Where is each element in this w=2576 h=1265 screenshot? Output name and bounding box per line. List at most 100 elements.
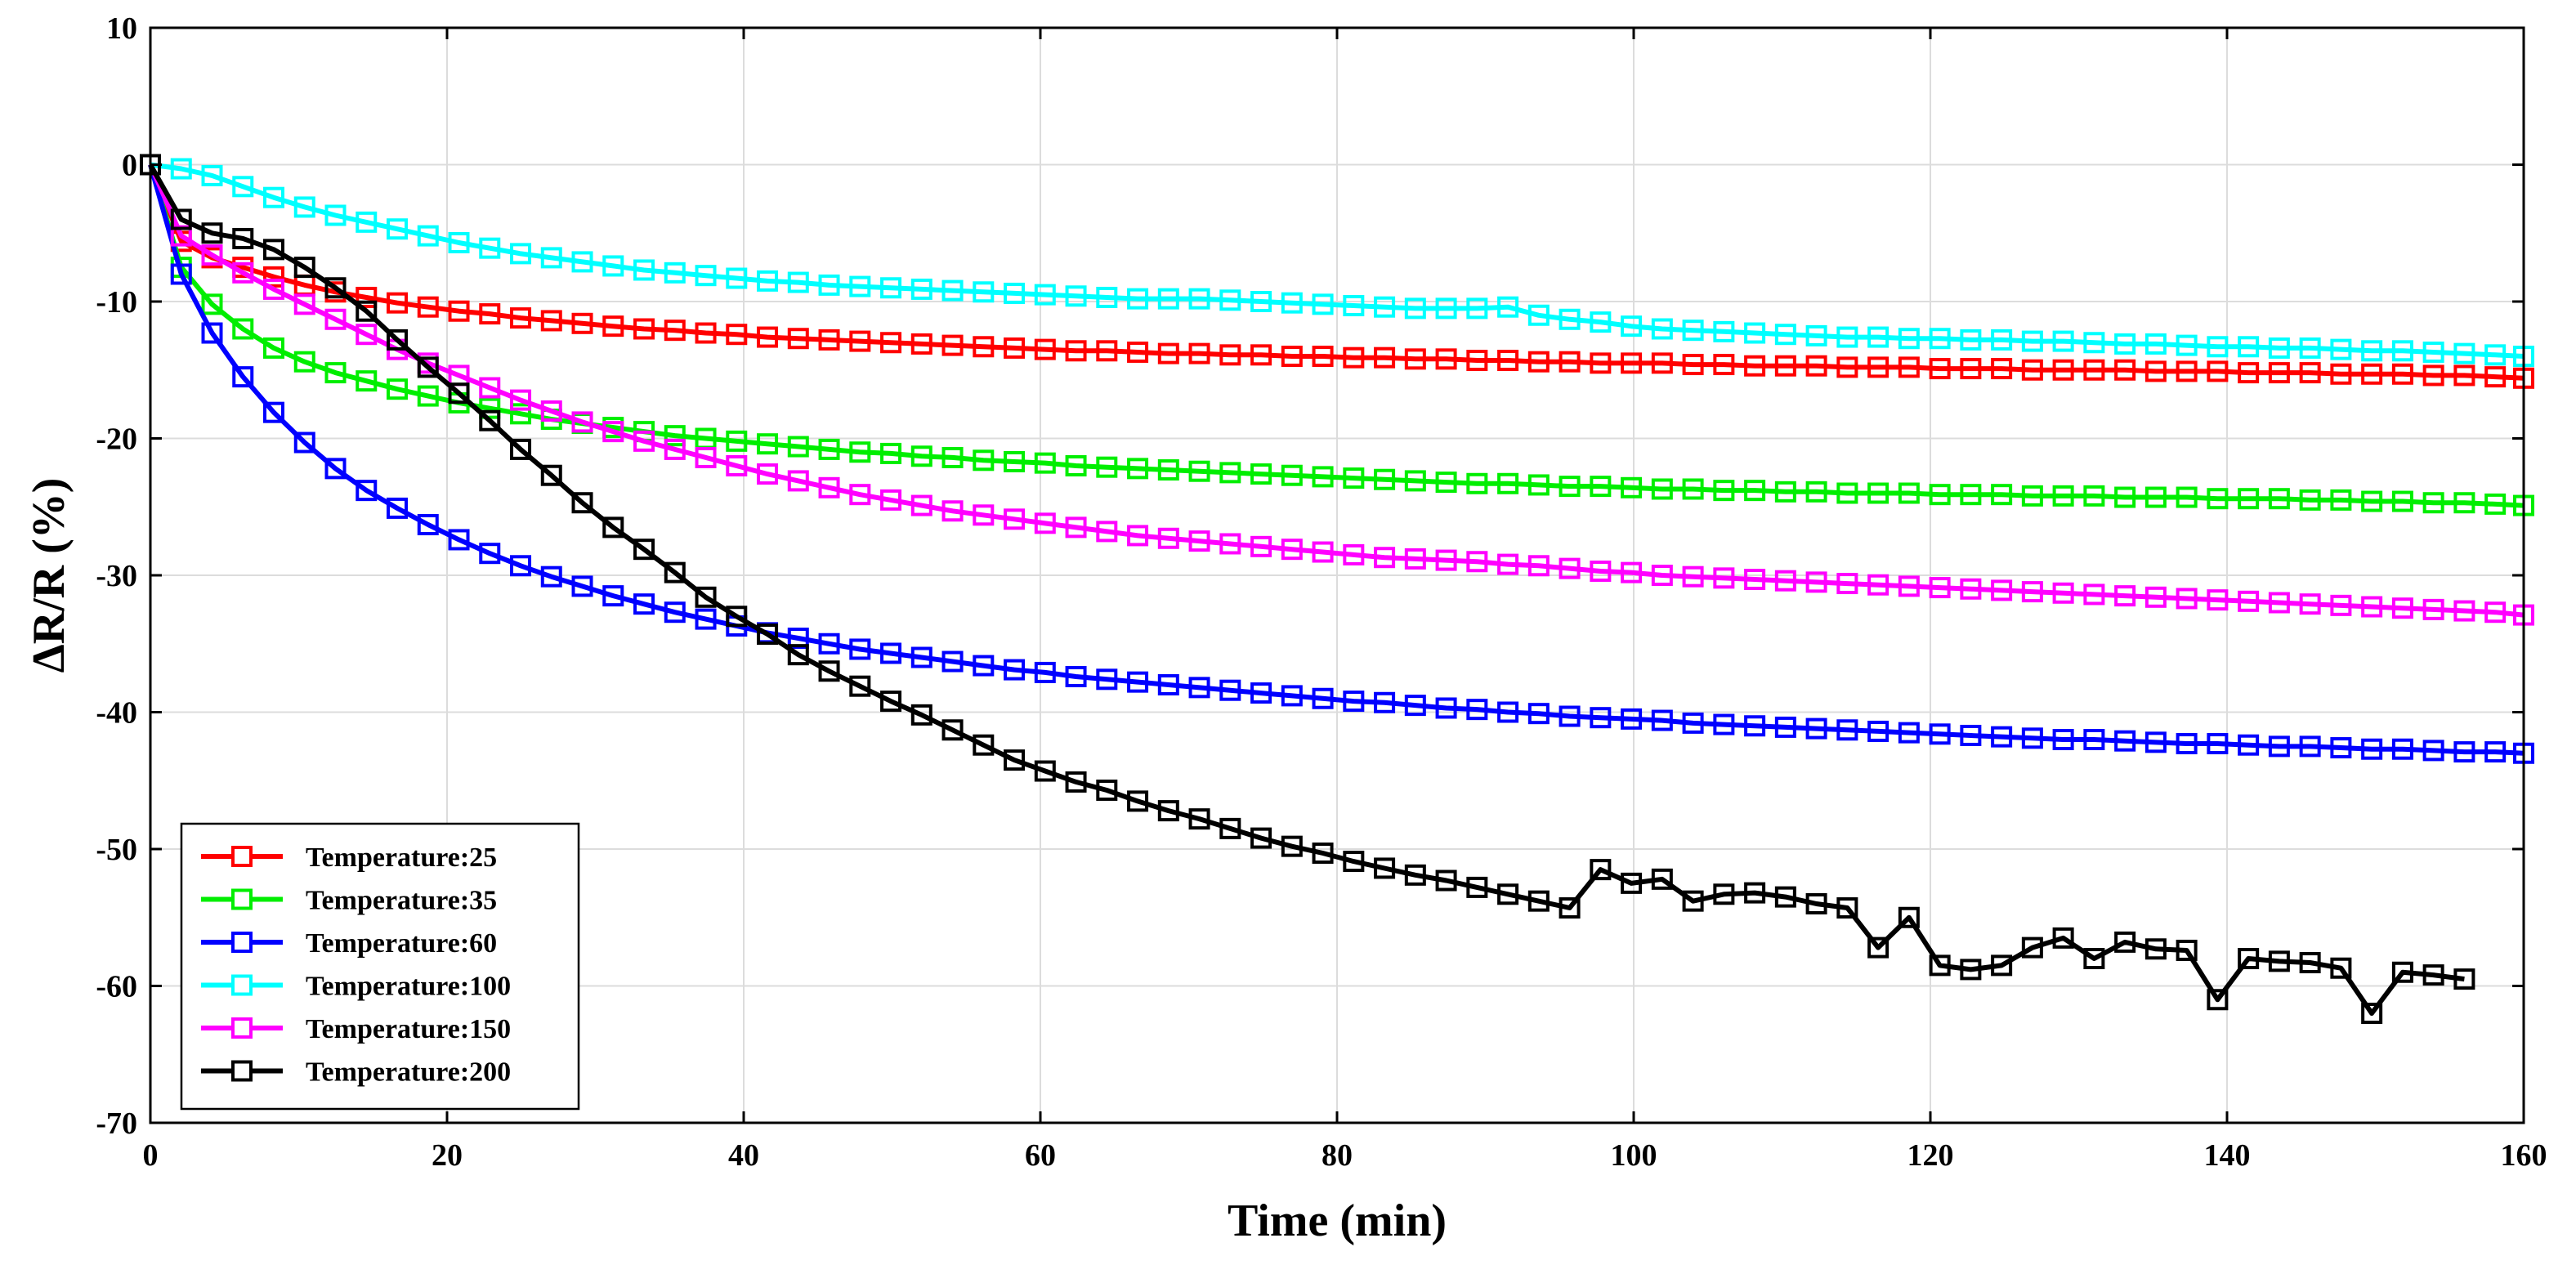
data-point: [1651, 709, 1673, 731]
data-point: [2238, 488, 2260, 510]
series-line: [148, 163, 2465, 1016]
data-point: [2052, 359, 2074, 381]
data-point: [510, 438, 532, 460]
data-point: [1435, 348, 1457, 370]
data-point: [2207, 360, 2229, 382]
data-point: [1157, 459, 1179, 481]
data-point: [1374, 296, 1396, 318]
data-point: [1250, 827, 1272, 849]
legend-entry: Temperature:150: [201, 1014, 511, 1044]
data-point: [1774, 716, 1796, 738]
data-point: [1250, 291, 1272, 312]
data-point: [293, 293, 315, 315]
data-point: [602, 255, 624, 277]
data-point: [2021, 581, 2043, 603]
data-point: [2361, 363, 2383, 385]
data-point: [448, 529, 470, 551]
data-point: [910, 445, 932, 467]
data-point: [2361, 340, 2383, 362]
data-point: [1744, 355, 1766, 377]
data-point: [880, 642, 902, 664]
data-point: [232, 366, 254, 388]
data-point: [510, 243, 532, 265]
data-point: [1744, 569, 1766, 591]
data-point: [1127, 288, 1149, 310]
data-point: [1898, 482, 1920, 504]
data-point: [726, 267, 748, 289]
data-point: [1559, 705, 1581, 727]
legend-label: Temperature:25: [306, 843, 497, 873]
data-point: [910, 704, 932, 726]
data-point: [1836, 573, 1858, 595]
data-point: [2144, 938, 2167, 960]
series-5: [140, 154, 2475, 1024]
data-point: [757, 326, 779, 348]
data-point: [1034, 760, 1056, 782]
data-point: [1960, 578, 1982, 600]
data-point: [1281, 346, 1303, 367]
data-point: [1682, 354, 1704, 376]
data-point: [1960, 358, 1982, 380]
data-point: [2176, 360, 2198, 382]
data-point: [510, 307, 532, 329]
data-point: [2114, 333, 2136, 355]
data-point: [757, 463, 779, 485]
data-point: [695, 265, 717, 287]
legend-entry: Temperature:100: [201, 972, 511, 1002]
data-point: [1621, 872, 1643, 894]
data-point: [232, 176, 254, 198]
data-point: [818, 329, 840, 351]
data-point: [2391, 597, 2413, 619]
data-point: [1960, 724, 1982, 746]
series-line: [148, 163, 2525, 618]
data-point: [1805, 355, 1827, 377]
data-point: [1281, 835, 1303, 857]
data-point: [2268, 592, 2290, 614]
x-tick-label: 160: [2501, 1138, 2547, 1173]
y-tick-label: -20: [96, 422, 137, 457]
legend-entry: Temperature:200: [201, 1057, 511, 1088]
data-point: [1219, 462, 1241, 484]
data-point: [726, 606, 748, 628]
data-point: [1559, 897, 1581, 919]
data-point: [1805, 893, 1827, 914]
data-point: [1867, 936, 1890, 959]
data-point: [1713, 567, 1735, 589]
data-point: [201, 222, 223, 244]
data-point: [2453, 968, 2475, 990]
data-point: [1312, 687, 1334, 709]
data-point: [880, 332, 902, 354]
data-point: [1466, 551, 1488, 573]
data-point: [910, 333, 932, 355]
data-point: [540, 310, 562, 332]
data-point: [941, 719, 964, 741]
data-point: [1651, 352, 1673, 374]
data-point: [1435, 472, 1457, 494]
data-point: [2484, 601, 2507, 624]
data-point: [849, 484, 871, 506]
data-point: [2083, 583, 2105, 606]
data-point: [1404, 695, 1426, 717]
data-point: [1466, 297, 1488, 320]
data-point: [1898, 906, 1920, 928]
data-point: [1404, 297, 1426, 320]
data-point: [1744, 715, 1766, 737]
data-point: [2361, 490, 2383, 512]
y-tick-label: -60: [96, 970, 137, 1004]
y-tick-label: -40: [96, 696, 137, 731]
data-point: [695, 446, 717, 468]
data-point: [1219, 817, 1241, 839]
data-point: [633, 318, 655, 340]
data-point: [1929, 358, 1951, 380]
data-point: [1312, 541, 1334, 563]
data-point: [1991, 954, 2013, 977]
data-point: [1065, 340, 1087, 362]
data-point: [2083, 485, 2105, 507]
data-point: [2052, 927, 2074, 949]
data-point: [324, 204, 347, 226]
data-point: [2391, 490, 2413, 512]
data-point: [417, 514, 439, 536]
data-point: [941, 279, 964, 302]
data-point: [1188, 808, 1210, 830]
